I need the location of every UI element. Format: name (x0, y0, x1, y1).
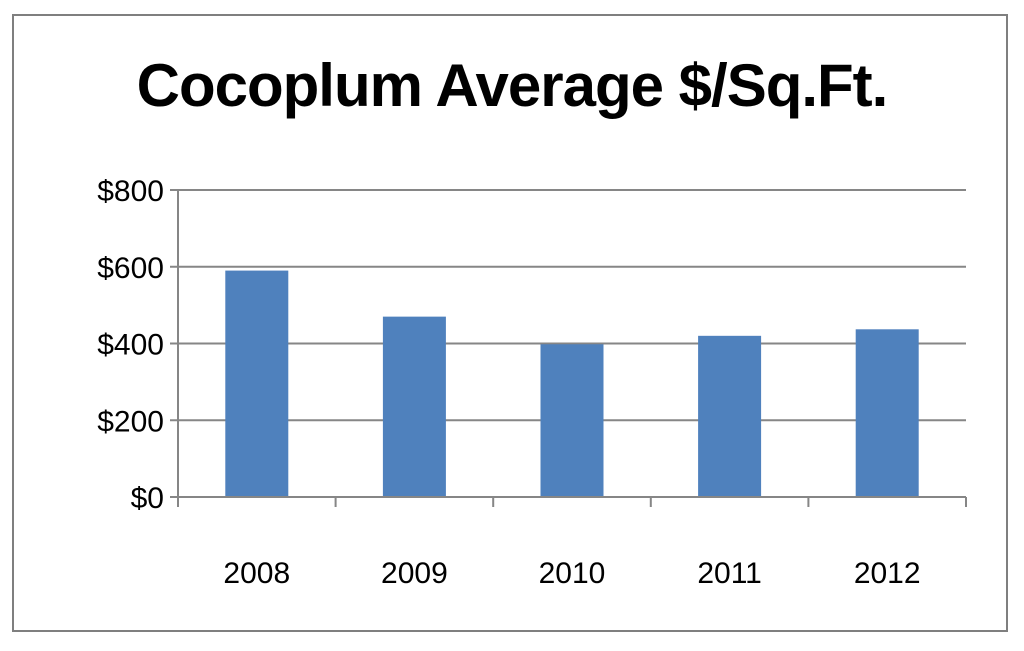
axes (170, 189, 967, 507)
bar-2012 (855, 329, 919, 497)
x-tick-label: 2012 (854, 557, 921, 590)
bar-2011 (698, 335, 762, 497)
x-tick-label: 2011 (697, 557, 762, 590)
chart-title: Cocoplum Average $/Sq.Ft. (136, 52, 889, 119)
bars (225, 270, 919, 497)
x-tick-label: 2008 (223, 557, 290, 590)
bar-2009 (382, 316, 446, 497)
x-tick-labels: 2008 2009 2010 2011 2012 (223, 557, 920, 590)
y-tick-labels: $0 $200 $400 $600 $800 (97, 175, 164, 515)
y-tick-label: $0 (131, 482, 164, 515)
y-tick-label: $800 (97, 175, 164, 208)
x-tick-label: 2010 (539, 557, 606, 590)
bar-2008 (225, 270, 289, 497)
x-tick-label: 2009 (381, 557, 448, 590)
y-tick-label: $200 (97, 405, 164, 438)
y-tick-label: $600 (97, 252, 164, 285)
y-tick-label: $400 (97, 329, 164, 362)
bar-2010 (540, 344, 604, 497)
